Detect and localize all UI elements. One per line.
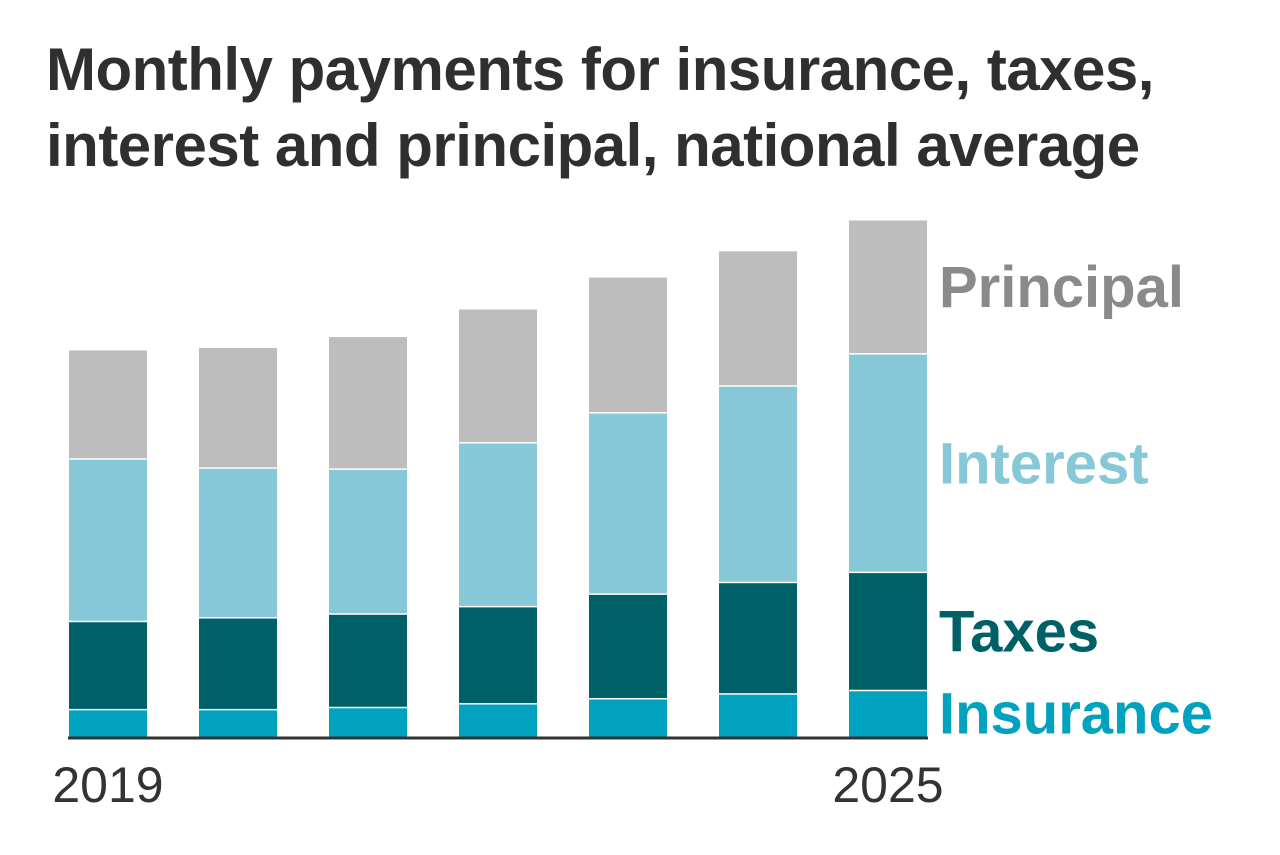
bar-principal-2025: [849, 220, 927, 354]
bar-principal-2019: [69, 350, 147, 459]
bar-taxes-2024: [719, 583, 797, 694]
x-tick-labels: 2019 2025: [52, 757, 943, 813]
chart-title: Monthly payments for insurance, taxes, i…: [46, 36, 1154, 179]
bar-insurance-2024: [719, 694, 797, 738]
bar-principal-2021: [329, 337, 407, 469]
x-tick-label: 2025: [832, 757, 943, 813]
bar-principal-2023: [589, 277, 667, 413]
x-tick-label: 2019: [52, 757, 163, 813]
bar-interest-2019: [69, 459, 147, 621]
bar-interest-2020: [199, 468, 277, 618]
bar-insurance-2020: [199, 710, 277, 738]
series-label-insurance: Insurance: [939, 682, 1213, 747]
bar-insurance-2025: [849, 691, 927, 738]
series-label-principal: Principal: [939, 255, 1184, 320]
bar-taxes-2020: [199, 618, 277, 709]
series-label-interest: Interest: [939, 431, 1149, 496]
bar-principal-2020: [199, 347, 277, 468]
bar-interest-2025: [849, 354, 927, 572]
bar-insurance-2019: [69, 710, 147, 738]
bar-interest-2024: [719, 386, 797, 582]
bar-insurance-2021: [329, 708, 407, 738]
bar-taxes-2025: [849, 573, 927, 690]
bar-taxes-2021: [329, 614, 407, 707]
bar-taxes-2019: [69, 622, 147, 709]
bars-group: [69, 220, 927, 738]
series-label-taxes: Taxes: [939, 600, 1099, 665]
bar-insurance-2023: [589, 699, 667, 738]
bar-insurance-2022: [459, 704, 537, 738]
bar-principal-2022: [459, 309, 537, 443]
bar-interest-2021: [329, 469, 407, 614]
series-labels: Insurance Taxes Interest Principal: [939, 255, 1213, 746]
bar-taxes-2022: [459, 607, 537, 704]
bar-taxes-2023: [589, 594, 667, 699]
bar-principal-2024: [719, 251, 797, 386]
bar-interest-2023: [589, 413, 667, 594]
bar-interest-2022: [459, 443, 537, 606]
